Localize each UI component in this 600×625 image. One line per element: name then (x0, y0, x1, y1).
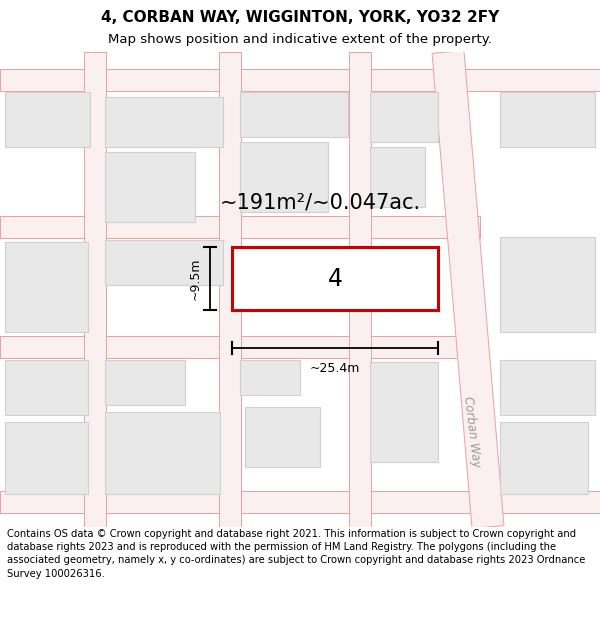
Polygon shape (219, 52, 241, 527)
Bar (500, 422, 588, 494)
Text: 4: 4 (328, 266, 343, 291)
Bar (5, 92, 90, 147)
Polygon shape (0, 336, 480, 358)
Bar (5, 242, 88, 332)
Text: ~191m²/~0.047ac.: ~191m²/~0.047ac. (220, 192, 421, 212)
Bar (232, 247, 438, 310)
Bar (370, 147, 425, 207)
Polygon shape (432, 51, 504, 528)
Polygon shape (0, 69, 600, 91)
Text: ~9.5m: ~9.5m (189, 258, 202, 300)
Bar (105, 152, 195, 222)
Bar (500, 237, 595, 332)
Text: Map shows position and indicative extent of the property.: Map shows position and indicative extent… (108, 32, 492, 46)
Bar (370, 92, 438, 142)
Bar (500, 92, 595, 147)
Bar (500, 360, 595, 415)
Bar (245, 407, 320, 467)
Text: ~25.4m: ~25.4m (310, 362, 360, 375)
Bar (240, 142, 328, 212)
Text: 4, CORBAN WAY, WIGGINTON, YORK, YO32 2FY: 4, CORBAN WAY, WIGGINTON, YORK, YO32 2FY (101, 11, 499, 26)
Bar (240, 92, 348, 137)
Polygon shape (0, 216, 480, 238)
Polygon shape (84, 52, 106, 527)
Polygon shape (0, 491, 600, 513)
Bar (5, 422, 88, 494)
Text: Contains OS data © Crown copyright and database right 2021. This information is : Contains OS data © Crown copyright and d… (7, 529, 586, 579)
Bar (232, 247, 438, 310)
Polygon shape (349, 52, 371, 527)
Bar (105, 240, 223, 285)
Bar (5, 360, 88, 415)
Bar (105, 412, 220, 494)
Bar (105, 360, 185, 405)
Bar (240, 360, 300, 395)
Bar (105, 97, 223, 147)
Bar (370, 362, 438, 462)
Text: Corban Way: Corban Way (461, 396, 483, 468)
